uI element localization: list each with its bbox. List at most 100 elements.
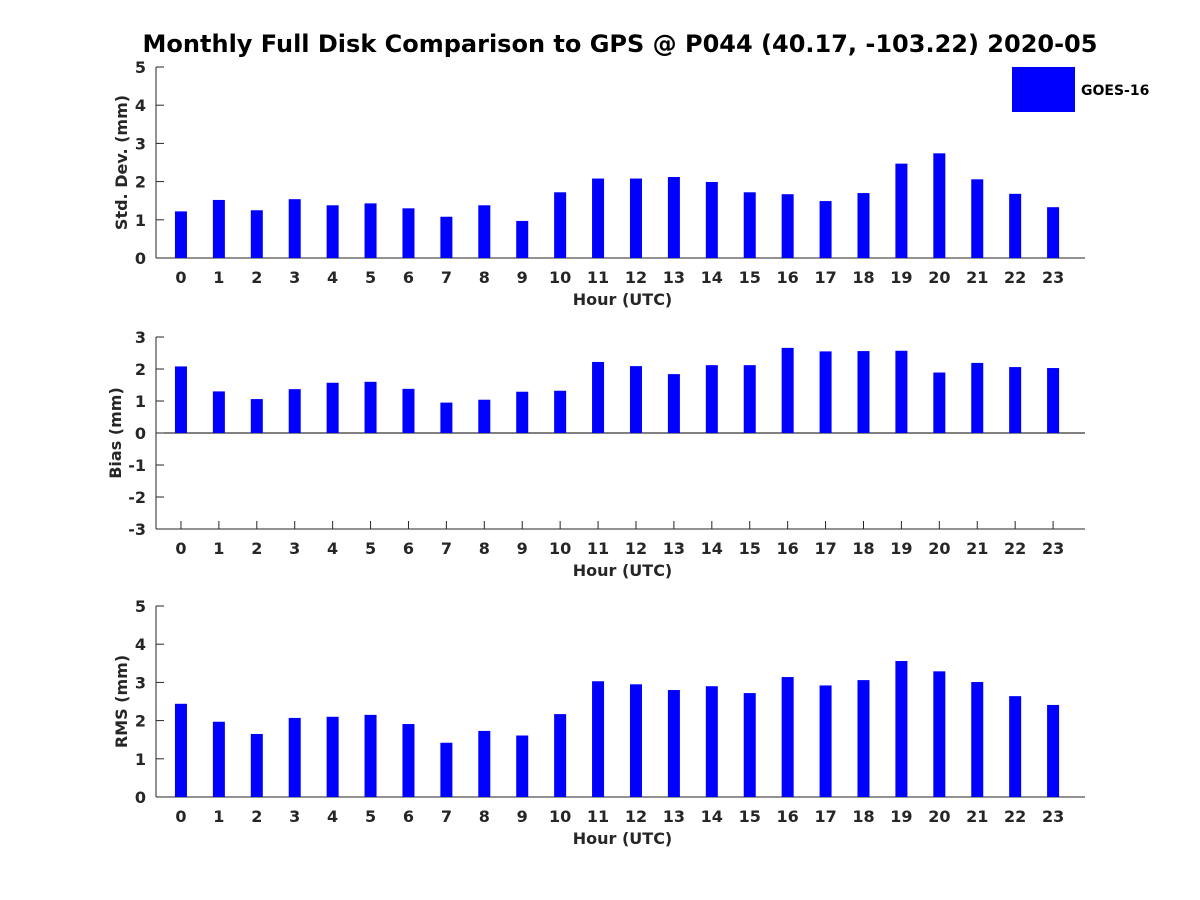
bar: [705, 181, 718, 258]
y-tick-label: 2: [135, 712, 146, 731]
bar: [364, 203, 377, 258]
x-tick-label: 2: [251, 539, 262, 558]
x-tick-label: 3: [289, 268, 300, 287]
x-axis-label: Hour (UTC): [573, 829, 673, 848]
x-tick-label: 16: [777, 268, 799, 287]
x-tick-label: 15: [739, 268, 761, 287]
bar: [1047, 704, 1060, 797]
x-tick-label: 7: [441, 268, 452, 287]
y-tick-label: 1: [135, 211, 146, 230]
bar: [933, 671, 946, 797]
bar: [440, 216, 453, 258]
x-tick-label: 2: [251, 268, 262, 287]
x-tick-label: 0: [175, 268, 186, 287]
x-tick-label: 8: [479, 807, 490, 826]
x-tick-label: 12: [625, 268, 647, 287]
x-tick-label: 11: [587, 268, 609, 287]
y-axis-label: Bias (mm): [106, 387, 125, 479]
x-tick-label: 8: [479, 539, 490, 558]
bar: [174, 211, 187, 258]
bar: [819, 351, 832, 433]
bar: [440, 402, 453, 433]
x-tick-label: 23: [1042, 268, 1064, 287]
x-tick-label: 8: [479, 268, 490, 287]
x-tick-label: 22: [1004, 539, 1026, 558]
x-tick-label: 13: [663, 539, 685, 558]
bar: [743, 693, 756, 797]
legend-label: GOES-16: [1081, 83, 1149, 99]
bar: [1009, 193, 1022, 258]
x-axis-label: Hour (UTC): [573, 290, 673, 309]
bar: [250, 399, 263, 433]
x-tick-label: 12: [625, 539, 647, 558]
y-tick-label: 2: [135, 173, 146, 192]
x-tick-label: 0: [175, 807, 186, 826]
y-tick-label: 5: [135, 597, 146, 616]
x-tick-label: 20: [928, 539, 950, 558]
bar: [971, 682, 984, 797]
x-tick-label: 4: [327, 539, 338, 558]
x-tick-label: 3: [289, 807, 300, 826]
x-tick-label: 11: [587, 807, 609, 826]
bar: [971, 179, 984, 258]
bar: [554, 192, 567, 258]
y-tick-label: 5: [135, 58, 146, 77]
bar: [402, 724, 415, 797]
x-tick-label: 22: [1004, 268, 1026, 287]
bar: [781, 677, 794, 797]
x-tick-label: 10: [549, 268, 571, 287]
x-tick-label: 19: [890, 268, 912, 287]
bar: [629, 684, 642, 797]
x-tick-label: 9: [517, 268, 528, 287]
x-tick-label: 19: [890, 539, 912, 558]
x-tick-label: 5: [365, 268, 376, 287]
x-tick-label: 19: [890, 807, 912, 826]
bar: [629, 366, 642, 433]
x-tick-label: 17: [814, 268, 836, 287]
y-tick-label: 0: [135, 424, 146, 443]
x-tick-label: 3: [289, 539, 300, 558]
bar: [781, 194, 794, 258]
x-tick-label: 7: [441, 539, 452, 558]
bar: [895, 163, 908, 258]
x-axis-label: Hour (UTC): [573, 561, 673, 580]
x-tick-label: 18: [852, 539, 874, 558]
y-tick-label: 4: [135, 96, 146, 115]
bar: [743, 365, 756, 433]
bar: [1047, 207, 1060, 258]
x-tick-label: 15: [739, 807, 761, 826]
x-tick-label: 15: [739, 539, 761, 558]
bar: [326, 205, 339, 258]
bar: [743, 192, 756, 258]
x-tick-label: 21: [966, 807, 988, 826]
bar: [971, 362, 984, 433]
x-tick-label: 4: [327, 268, 338, 287]
x-tick-label: 13: [663, 807, 685, 826]
x-tick-label: 4: [327, 807, 338, 826]
bar: [440, 742, 453, 797]
x-tick-label: 9: [517, 539, 528, 558]
bar: [592, 361, 605, 433]
bar: [478, 399, 491, 433]
x-tick-label: 16: [777, 539, 799, 558]
y-tick-label: 3: [135, 328, 146, 347]
bar: [212, 391, 225, 433]
bar: [402, 208, 415, 258]
bar: [326, 716, 339, 797]
bar: [212, 721, 225, 797]
bar: [364, 381, 377, 433]
bar: [288, 389, 301, 433]
bar: [516, 391, 529, 433]
x-tick-label: 1: [213, 539, 224, 558]
y-axis-label: Std. Dev. (mm): [112, 95, 131, 230]
chart-title: Monthly Full Disk Comparison to GPS @ P0…: [142, 30, 1098, 58]
bar: [1009, 367, 1022, 433]
bar: [212, 199, 225, 258]
x-tick-label: 12: [625, 807, 647, 826]
x-tick-label: 5: [365, 539, 376, 558]
bar: [857, 193, 870, 258]
bar: [705, 365, 718, 433]
x-tick-label: 14: [701, 539, 723, 558]
x-tick-label: 7: [441, 807, 452, 826]
